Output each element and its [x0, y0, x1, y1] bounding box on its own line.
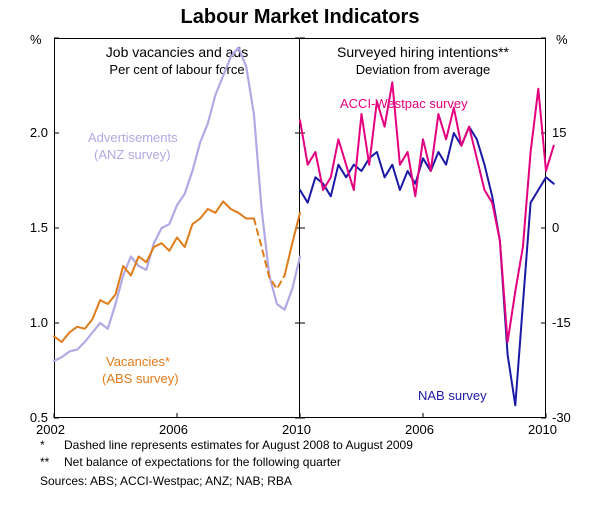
footnote-star-marker: * [40, 438, 45, 452]
sources: Sources: ABS; ACCI-Westpac; ANZ; NAB; RB… [40, 474, 292, 488]
ads-label-2: (ANZ survey) [94, 147, 171, 162]
acci-label: ACCI-Westpac survey [340, 96, 468, 111]
footnote-dstar: Net balance of expectations for the foll… [64, 455, 341, 469]
vac-label-2: (ABS survey) [102, 371, 179, 386]
plot-svg [0, 0, 600, 505]
nab-label: NAB survey [418, 388, 487, 403]
vac-label-1: Vacancies* [106, 354, 170, 369]
footnote-star: Dashed line represents estimates for Aug… [64, 438, 413, 452]
labour-market-chart: Labour Market Indicators % % Job vacanci… [0, 0, 600, 505]
footnote-dstar-marker: ** [40, 455, 49, 469]
ads-label-1: Advertisements [88, 130, 178, 145]
